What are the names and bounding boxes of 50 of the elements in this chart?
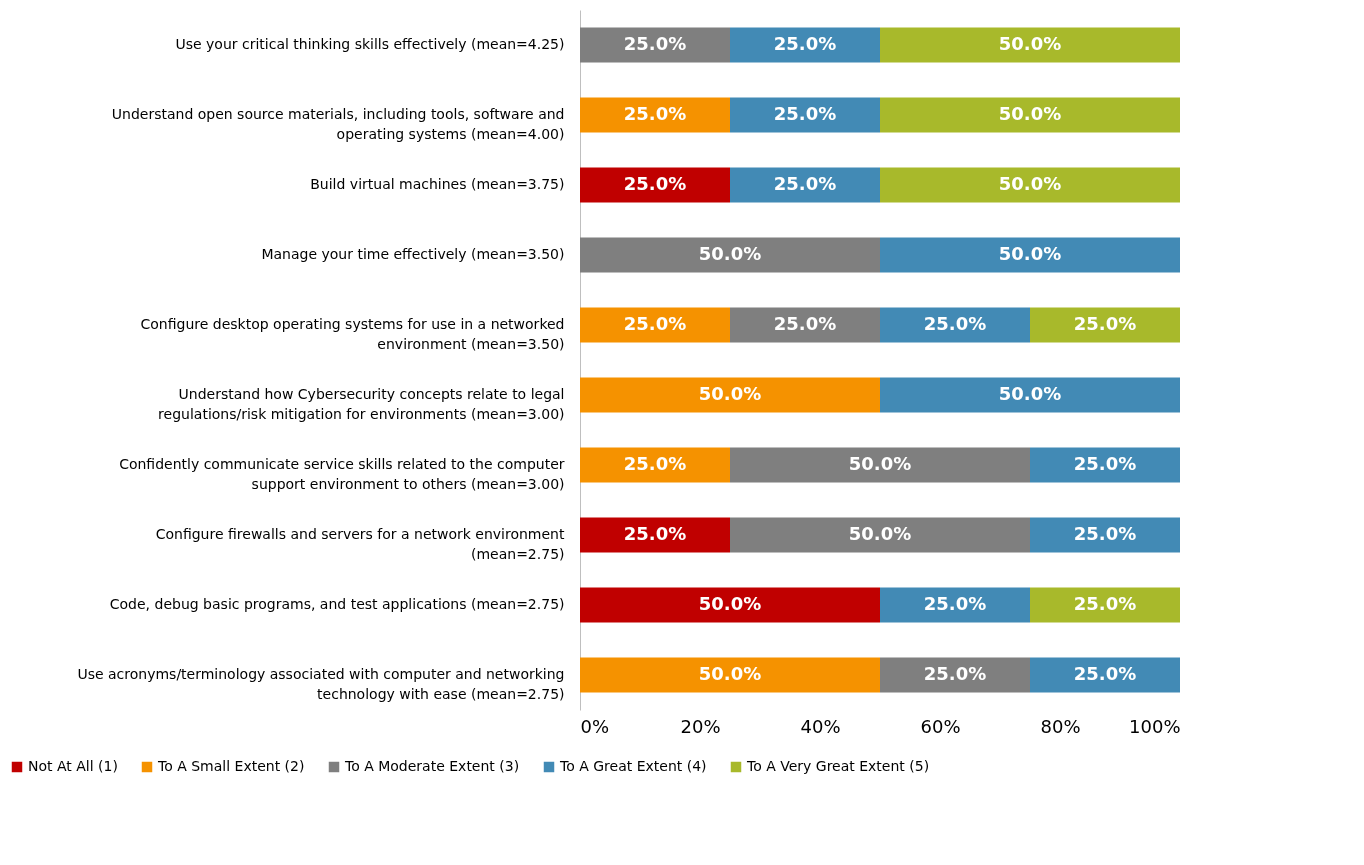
y-tick-label: Manage your time effectively (mean=3.50) xyxy=(261,246,565,262)
data-label: 25.0% xyxy=(773,173,837,194)
data-label: 25.0% xyxy=(773,103,837,124)
y-tick-label: Configure desktop operating systems for use in a networked environment (mean=3.50) xyxy=(140,316,565,352)
data-label: 25.0% xyxy=(623,33,687,54)
data-label: 25.0% xyxy=(623,173,687,194)
y-tick-label: Code, debug basic programs, and test applications (mean=2.75) xyxy=(109,596,565,612)
data-label: 25.0% xyxy=(923,593,987,614)
data-label: 50.0% xyxy=(998,383,1062,404)
data-label: 25.0% xyxy=(623,103,687,124)
data-label: 25.0% xyxy=(773,313,837,334)
x-tick-label: 40% xyxy=(800,715,841,737)
data-label: 25.0% xyxy=(1073,663,1137,684)
data-label: 25.0% xyxy=(923,663,987,684)
data-label: 50.0% xyxy=(998,173,1062,194)
y-tick-label: Configure firewalls and servers for a network environment (mean=2.75) xyxy=(155,526,565,562)
y-tick-label: Build virtual machines (mean=3.75) xyxy=(310,176,565,192)
data-label: 50.0% xyxy=(848,523,912,544)
y-tick-label: Confidently communicate service skills related to the computer support environment to others (mean=3.00) xyxy=(119,456,565,492)
legend-label: Not At All (1) xyxy=(28,758,118,774)
y-tick-label: Understand how Cybersecurity concepts relate to legal regulations/risk mitigation for environments (mean=3.00) xyxy=(158,386,565,422)
data-label: 25.0% xyxy=(623,313,687,334)
data-label: 25.0% xyxy=(1073,593,1137,614)
data-label: 25.0% xyxy=(1073,523,1137,544)
x-tick-label: 100% xyxy=(1129,715,1181,737)
data-label: 50.0% xyxy=(698,243,762,264)
y-tick-label: Use acronyms/terminology associated with computer and networking technology with ease (mean=2.75) xyxy=(77,666,565,702)
x-tick-label: 80% xyxy=(1040,715,1081,737)
legend-label: To A Great Extent (4) xyxy=(559,758,707,774)
data-label: 50.0% xyxy=(998,33,1062,54)
y-tick-label: Use your critical thinking skills effectively (mean=4.25) xyxy=(175,36,565,52)
x-tick-label: 60% xyxy=(920,715,961,737)
legend-label: To A Small Extent (2) xyxy=(157,758,305,774)
data-label: 25.0% xyxy=(623,453,687,474)
x-tick-label: 20% xyxy=(680,715,721,737)
x-tick-label: 0% xyxy=(580,715,610,737)
legend-label: To A Moderate Extent (3) xyxy=(344,758,520,774)
legend-label: To A Very Great Extent (5) xyxy=(746,758,930,774)
data-label: 50.0% xyxy=(698,593,762,614)
data-label: 25.0% xyxy=(1073,453,1137,474)
data-label: 25.0% xyxy=(773,33,837,54)
data-label: 50.0% xyxy=(698,383,762,404)
data-label: 25.0% xyxy=(923,313,987,334)
data-label: 50.0% xyxy=(998,243,1062,264)
data-label: 25.0% xyxy=(1073,313,1137,334)
data-label: 50.0% xyxy=(848,453,912,474)
data-label: 25.0% xyxy=(623,523,687,544)
data-label: 50.0% xyxy=(698,663,762,684)
data-label: 50.0% xyxy=(998,103,1062,124)
y-tick-label: Understand open source materials, including tools, software and operating systems (mean=4.00) xyxy=(111,106,565,142)
